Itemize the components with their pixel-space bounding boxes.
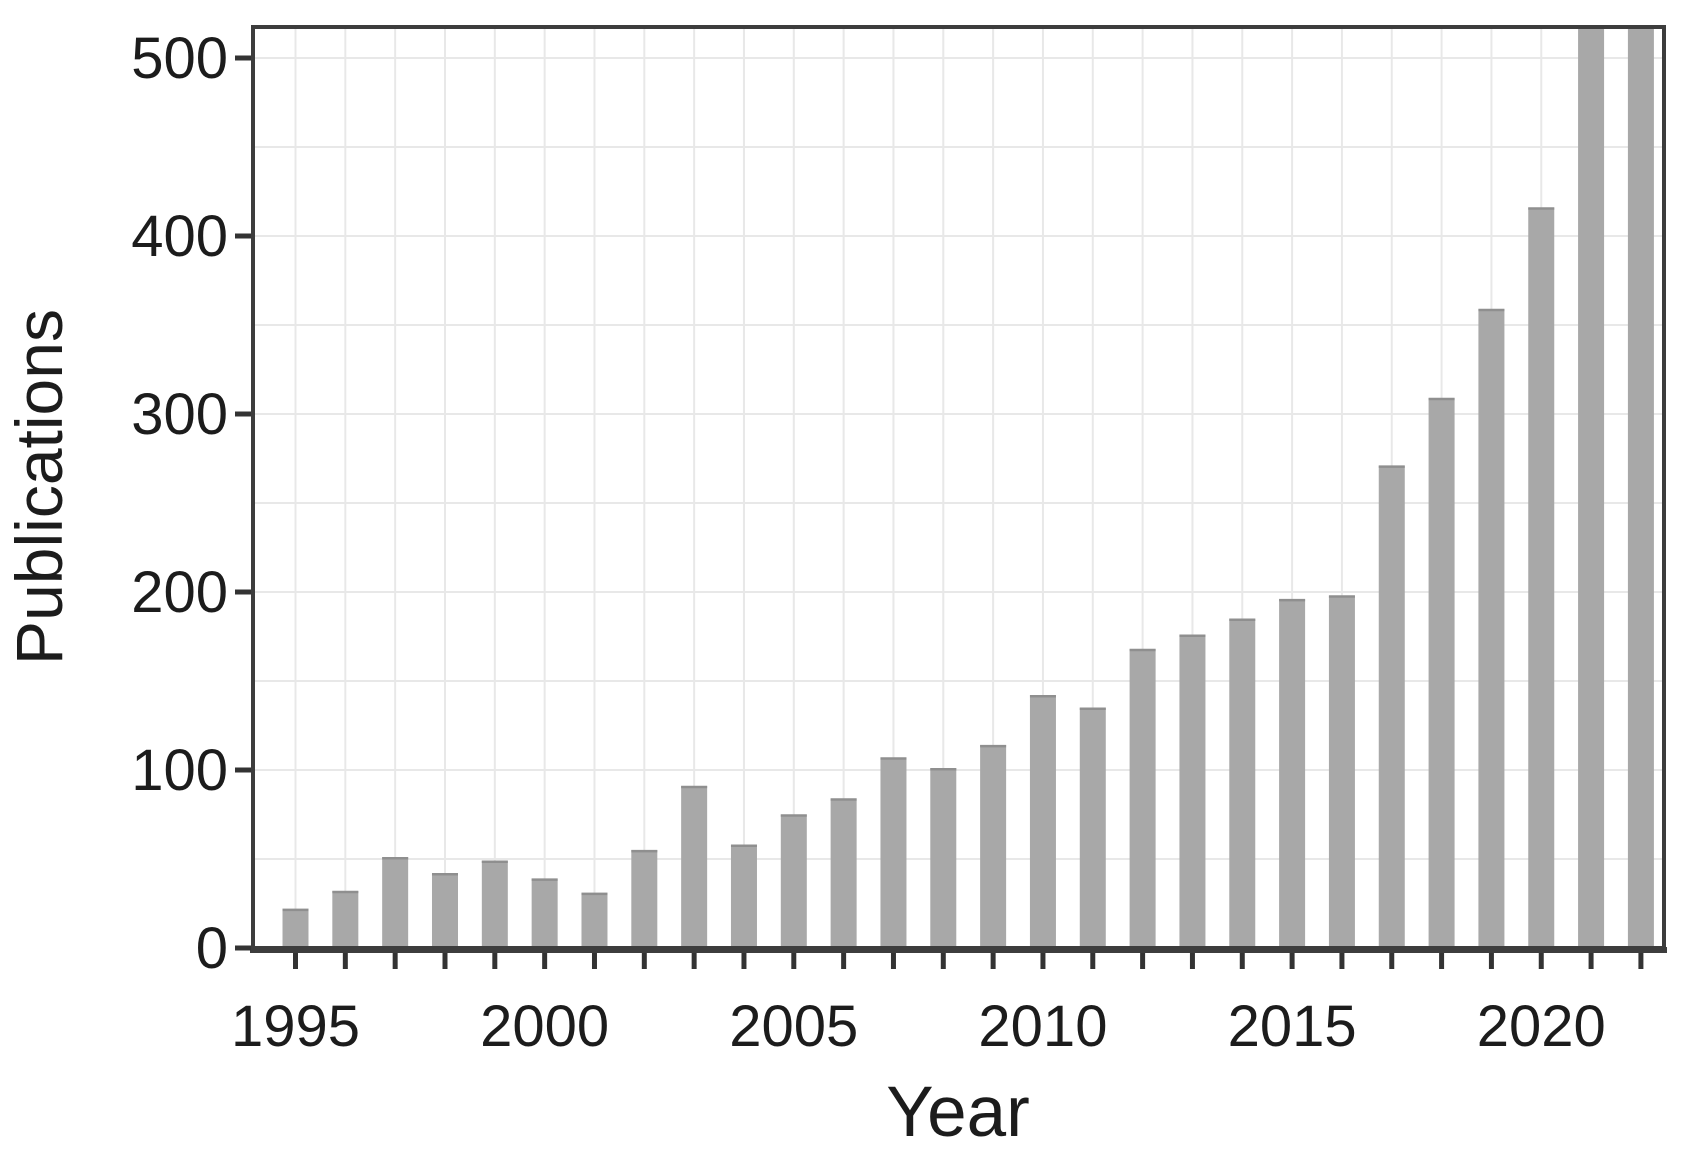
x-axis-title: Year bbox=[886, 1073, 1029, 1152]
x-tick-label-1995: 1995 bbox=[231, 994, 360, 1059]
bar-2003 bbox=[681, 786, 708, 948]
bar-1999 bbox=[481, 860, 508, 948]
y-tick-label-400: 400 bbox=[131, 204, 228, 269]
y-tick-label-300: 300 bbox=[131, 382, 228, 447]
bar-2022 bbox=[1627, 27, 1654, 948]
bar-2005 bbox=[780, 814, 807, 948]
y-axis-title: Publications bbox=[2, 309, 76, 665]
bar-2020 bbox=[1528, 207, 1555, 948]
y-tick-label-500: 500 bbox=[131, 26, 228, 91]
bar-1996 bbox=[332, 891, 359, 948]
bar-1998 bbox=[431, 873, 458, 948]
bar-2002 bbox=[631, 850, 658, 948]
x-tick-label-2005: 2005 bbox=[729, 994, 858, 1059]
bar-2012 bbox=[1129, 648, 1156, 948]
x-tick-labels: 1995 2000 2005 2010 2015 2020 bbox=[231, 994, 1606, 1059]
bar-2016 bbox=[1328, 595, 1355, 948]
y-tick-label-100: 100 bbox=[131, 738, 228, 803]
x-tick-label-2000: 2000 bbox=[480, 994, 609, 1059]
bar-2007 bbox=[880, 757, 907, 948]
y-tick-label-200: 200 bbox=[131, 560, 228, 625]
bar-2017 bbox=[1378, 465, 1405, 948]
bar-1995 bbox=[282, 908, 309, 948]
x-tick-label-2015: 2015 bbox=[1228, 994, 1357, 1059]
bar-2021 bbox=[1578, 27, 1605, 948]
bar-2006 bbox=[830, 798, 857, 948]
bar-2000 bbox=[531, 878, 558, 948]
bar-2010 bbox=[1029, 695, 1056, 948]
bar-2011 bbox=[1079, 707, 1106, 948]
bar-2001 bbox=[581, 892, 608, 948]
bar-2018 bbox=[1428, 397, 1455, 949]
x-tick-label-2010: 2010 bbox=[978, 994, 1107, 1059]
bar-2009 bbox=[980, 745, 1007, 948]
bar-2015 bbox=[1279, 599, 1306, 948]
bar-2013 bbox=[1179, 634, 1206, 948]
bar-2004 bbox=[730, 844, 757, 948]
bars bbox=[282, 27, 1654, 949]
x-tick-label-2020: 2020 bbox=[1477, 994, 1606, 1059]
bar-1997 bbox=[382, 857, 409, 948]
bar-2019 bbox=[1478, 308, 1505, 949]
bar-2008 bbox=[930, 768, 957, 948]
bar-2014 bbox=[1229, 618, 1256, 948]
y-tick-label-0: 0 bbox=[196, 916, 228, 981]
y-tick-labels: 0 100 200 300 400 500 bbox=[131, 26, 228, 981]
axis-ticks bbox=[235, 55, 1644, 969]
plot-frame bbox=[250, 25, 1667, 953]
